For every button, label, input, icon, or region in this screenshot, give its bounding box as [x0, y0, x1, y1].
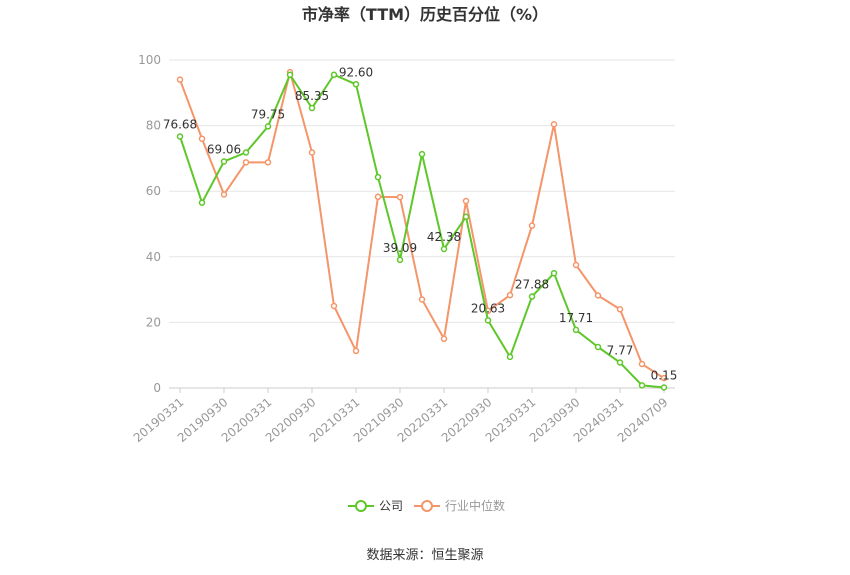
- data-point: [198, 199, 206, 206]
- legend[interactable]: 公司 行业中位数: [348, 498, 505, 513]
- data-label: 79.75: [251, 107, 285, 121]
- y-tick-label: 0: [153, 381, 161, 395]
- y-tick-label: 20: [146, 315, 161, 329]
- data-labels: 76.68 69.06 79.75 85.35 92.60 39.09 42.38 20.63…: [163, 65, 678, 382]
- data-point: [550, 121, 558, 128]
- data-point: [374, 173, 382, 181]
- data-point: [308, 149, 316, 156]
- data-point: [264, 159, 272, 166]
- legend-marker: [421, 500, 433, 512]
- x-axis: 2019033120190930202003312020093020210331…: [131, 387, 675, 445]
- data-point: [242, 159, 250, 166]
- data-point: [418, 296, 426, 303]
- data-point: [374, 193, 382, 201]
- legend-label: 行业中位数: [445, 498, 505, 513]
- y-tick-label: 60: [146, 184, 161, 198]
- y-axis: 0 20 40 60 80 100: [138, 53, 161, 395]
- data-source: 数据来源：恒生聚源: [366, 548, 484, 563]
- data-point: [308, 104, 316, 112]
- data-point: [616, 359, 624, 366]
- legend-item[interactable]: 公司: [348, 499, 403, 513]
- data-label: 76.68: [163, 117, 197, 131]
- data-point: [220, 191, 228, 198]
- data-label: 7.77: [607, 344, 634, 358]
- data-point: [440, 335, 448, 343]
- y-tick-label: 40: [146, 250, 161, 264]
- legend-label: 公司: [379, 499, 403, 513]
- data-point: [198, 135, 206, 142]
- data-point: [484, 317, 492, 324]
- data-point: [506, 353, 514, 361]
- data-point: [572, 261, 580, 269]
- data-label: 17.71: [559, 311, 593, 325]
- data-point: [286, 71, 294, 79]
- data-point: [330, 302, 338, 310]
- data-point: [396, 193, 404, 201]
- data-point: [176, 133, 184, 140]
- data-point: [396, 256, 404, 264]
- data-label: 42.38: [427, 230, 461, 244]
- data-point: [330, 71, 338, 79]
- data-point: [616, 306, 624, 313]
- data-point: [660, 374, 668, 382]
- data-point: [440, 245, 448, 253]
- grid: [169, 59, 675, 323]
- data-point: [594, 292, 602, 299]
- data-point: [528, 222, 536, 229]
- data-point: [550, 269, 558, 277]
- data-point: [594, 343, 602, 351]
- data-point: [506, 291, 514, 299]
- data-label: 27.88: [515, 278, 549, 292]
- data-point: [264, 123, 272, 130]
- y-tick-label: 80: [146, 119, 161, 133]
- data-point: [462, 213, 470, 221]
- data-label: 0.15: [651, 369, 678, 383]
- data-point: [638, 382, 646, 389]
- data-label: 20.63: [471, 301, 505, 315]
- data-point: [528, 293, 536, 300]
- legend-marker: [355, 500, 367, 512]
- data-point: [638, 360, 646, 368]
- data-point: [242, 149, 250, 156]
- data-point: [352, 347, 360, 355]
- series-group: [176, 68, 668, 391]
- data-label: 39.09: [383, 241, 417, 255]
- data-point: [352, 81, 360, 88]
- y-tick-label: 100: [138, 53, 161, 67]
- chart-title: 市净率（TTM）历史百分位（%）: [302, 5, 548, 24]
- data-point: [176, 76, 184, 83]
- data-point: [220, 158, 228, 165]
- series-line: [179, 73, 665, 389]
- data-label: 92.60: [339, 65, 373, 79]
- data-point: [462, 197, 470, 205]
- data-label: 69.06: [207, 142, 241, 156]
- data-label: 85.35: [295, 89, 329, 103]
- legend-item[interactable]: 行业中位数: [414, 498, 505, 513]
- data-point: [572, 326, 580, 334]
- data-point: [418, 150, 426, 158]
- data-point: [660, 384, 668, 391]
